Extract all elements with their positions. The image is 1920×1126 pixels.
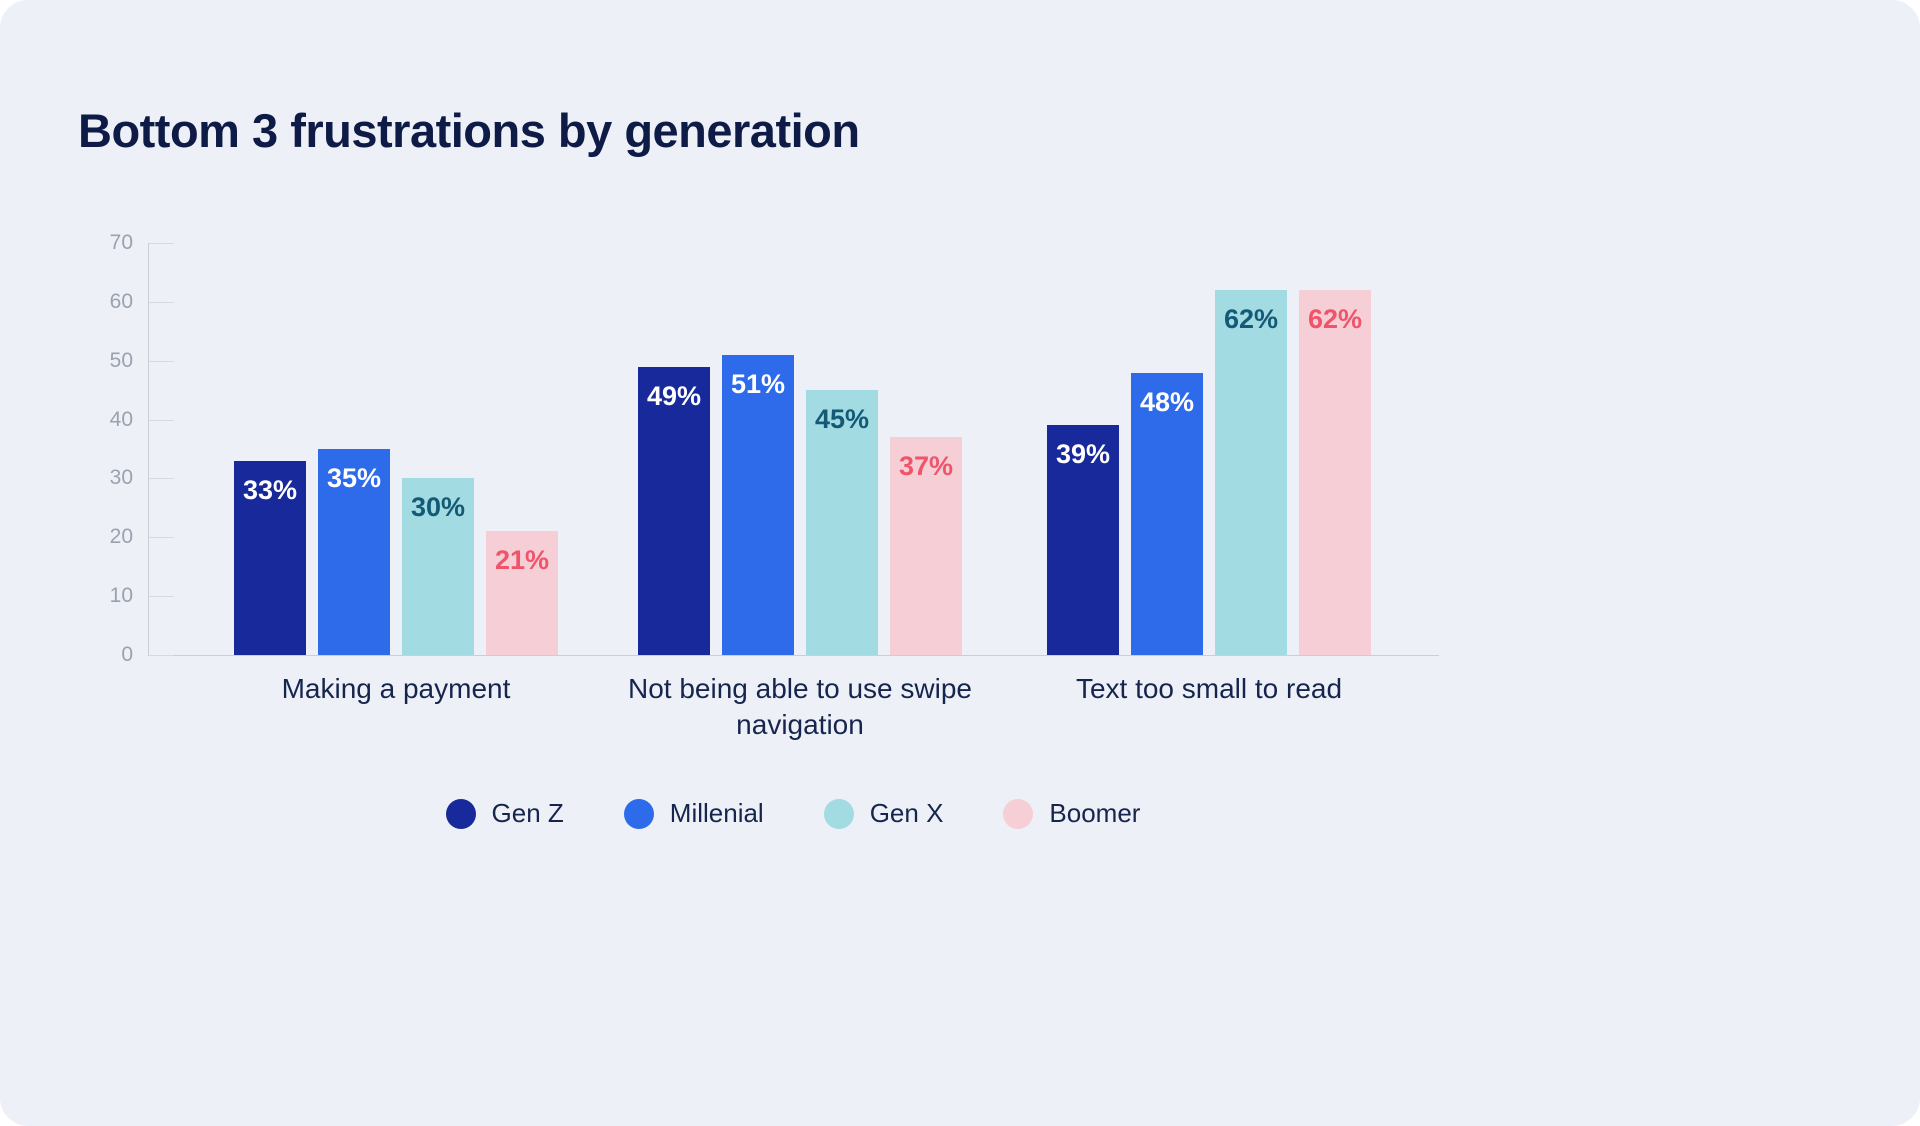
category-label: Not being able to use swipe navigation bbox=[628, 673, 972, 740]
bar-value-label: 21% bbox=[494, 545, 550, 576]
bar-boomer: 37% bbox=[890, 437, 962, 655]
legend-color-dot bbox=[445, 798, 476, 829]
bar-gen-x: 62% bbox=[1215, 290, 1287, 655]
y-tick-mark bbox=[149, 419, 174, 421]
bar-value-label: 49% bbox=[646, 380, 702, 411]
bar-value-label: 51% bbox=[730, 368, 786, 399]
y-tick-label: 20 bbox=[109, 525, 133, 549]
y-tick-label: 40 bbox=[109, 407, 133, 431]
y-tick-mark bbox=[149, 478, 174, 480]
y-tick-mark bbox=[149, 243, 174, 244]
bar-millenial: 35% bbox=[318, 449, 390, 655]
legend-color-dot bbox=[1003, 798, 1034, 829]
legend-label: Gen X bbox=[869, 798, 944, 828]
legend-item-gen-x: Gen X bbox=[823, 798, 944, 829]
category-label: Text too small to read bbox=[1075, 673, 1343, 704]
bar-gen-z: 49% bbox=[638, 366, 710, 655]
bar-value-label: 37% bbox=[898, 451, 954, 482]
bar-boomer: 62% bbox=[1299, 290, 1371, 655]
y-tick-label: 30 bbox=[109, 466, 133, 490]
bar-value-label: 33% bbox=[242, 474, 298, 505]
y-tick-label: 0 bbox=[121, 643, 133, 666]
y-tick-label: 50 bbox=[109, 348, 133, 372]
bar-millenial: 48% bbox=[1131, 372, 1203, 655]
bar-value-label: 62% bbox=[1223, 304, 1279, 335]
legend-item-boomer: Boomer bbox=[1003, 798, 1140, 829]
y-tick-mark bbox=[149, 537, 174, 539]
y-tick-mark bbox=[149, 655, 174, 656]
legend-color-dot bbox=[823, 798, 854, 829]
chart-title: Bottom 3 frustrations by generation bbox=[78, 104, 860, 157]
y-tick-mark bbox=[149, 301, 174, 303]
bar-boomer: 21% bbox=[486, 531, 558, 655]
legend-label: Boomer bbox=[1049, 798, 1141, 828]
bar-value-label: 39% bbox=[1055, 439, 1111, 470]
bar-gen-x: 30% bbox=[402, 478, 474, 655]
legend-label: Millenial bbox=[669, 798, 764, 828]
plot-area: 0 10 20 30 40 50 60 70 33% 35% 30% 21% Making a paym… bbox=[110, 231, 1439, 740]
legend-color-dot bbox=[623, 798, 654, 829]
bar-millenial: 51% bbox=[722, 354, 794, 655]
bar-value-label: 30% bbox=[410, 492, 466, 523]
y-tick-label: 60 bbox=[109, 289, 133, 313]
legend-item-millenial: Millenial bbox=[623, 798, 764, 829]
y-tick-mark bbox=[149, 360, 174, 362]
bar-value-label: 48% bbox=[1139, 386, 1195, 417]
bar-value-label: 62% bbox=[1307, 304, 1363, 335]
bar-group: 33% 35% 30% 21% bbox=[234, 449, 558, 655]
y-tick-mark bbox=[149, 596, 174, 598]
y-tick-label: 10 bbox=[109, 584, 133, 608]
bar-group: 39% 48% 62% 62% bbox=[1047, 290, 1371, 655]
bar-gen-z: 39% bbox=[1047, 425, 1119, 655]
bar-value-label: 35% bbox=[326, 463, 382, 493]
bar-group: 49% 51% 45% 37% bbox=[638, 354, 962, 655]
bar-gen-z: 33% bbox=[234, 460, 306, 655]
legend-item-gen-z: Gen Z bbox=[445, 798, 564, 829]
legend-label: Gen Z bbox=[491, 798, 564, 828]
y-tick-label: 70 bbox=[109, 231, 133, 254]
category-label: Making a payment bbox=[281, 673, 511, 704]
bar-gen-x: 45% bbox=[806, 390, 878, 655]
legend: Gen Z Millenial Gen X Boomer bbox=[148, 798, 1438, 829]
bar-value-label: 45% bbox=[814, 404, 870, 435]
